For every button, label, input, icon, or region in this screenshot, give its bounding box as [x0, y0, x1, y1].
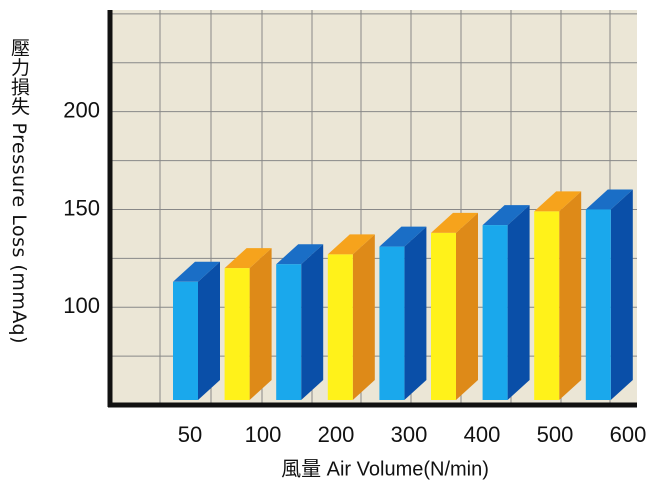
bar: [431, 212, 478, 400]
bar-side: [249, 248, 272, 400]
bar-side: [198, 261, 220, 400]
x-tick-label: 100: [245, 422, 282, 447]
bar: [173, 261, 220, 400]
bar: [379, 226, 427, 400]
bar-front: [585, 209, 611, 400]
bar-front: [327, 254, 353, 400]
bar-top: [276, 244, 324, 265]
bar-top: [534, 191, 582, 212]
x-tick-label: 200: [318, 422, 355, 447]
bar: [224, 248, 272, 400]
x-tick-label: 50: [178, 422, 202, 447]
bar-top: [224, 248, 272, 269]
bar-side: [507, 205, 530, 400]
bar-side: [352, 234, 375, 400]
bar-front: [534, 211, 560, 400]
bar-side: [456, 212, 478, 400]
bar-front: [224, 268, 250, 400]
bar-front: [431, 232, 456, 400]
bar: [482, 205, 530, 400]
bar-front: [379, 246, 405, 400]
bar-top: [482, 205, 530, 226]
y-tick-label: 100: [63, 293, 100, 318]
bar-side: [301, 244, 324, 400]
y-axis-title: 壓力損失 Pressure Loss (mmAq): [8, 38, 30, 344]
x-tick-label: 400: [464, 422, 501, 447]
bar-front: [276, 264, 302, 400]
x-tick-label: 300: [391, 422, 428, 447]
bar-top: [379, 226, 427, 247]
bar-top: [585, 189, 633, 210]
bar: [585, 189, 633, 400]
x-tick-label: 500: [537, 422, 574, 447]
bar: [327, 234, 375, 400]
y-tick-label: 200: [63, 97, 100, 122]
bar-top: [327, 234, 375, 255]
x-tick-label: 600: [610, 422, 647, 447]
bar-side: [404, 226, 427, 400]
bar: [534, 191, 582, 400]
bar-top: [431, 212, 478, 233]
bar-front: [173, 281, 198, 400]
bar-top: [173, 261, 220, 282]
bar-side: [610, 189, 633, 400]
x-axis-title: 風量 Air Volume(N/min): [281, 458, 489, 480]
bar-side: [559, 191, 582, 400]
bar-front: [482, 225, 508, 400]
y-tick-label: 150: [63, 195, 100, 220]
bar: [276, 244, 324, 400]
